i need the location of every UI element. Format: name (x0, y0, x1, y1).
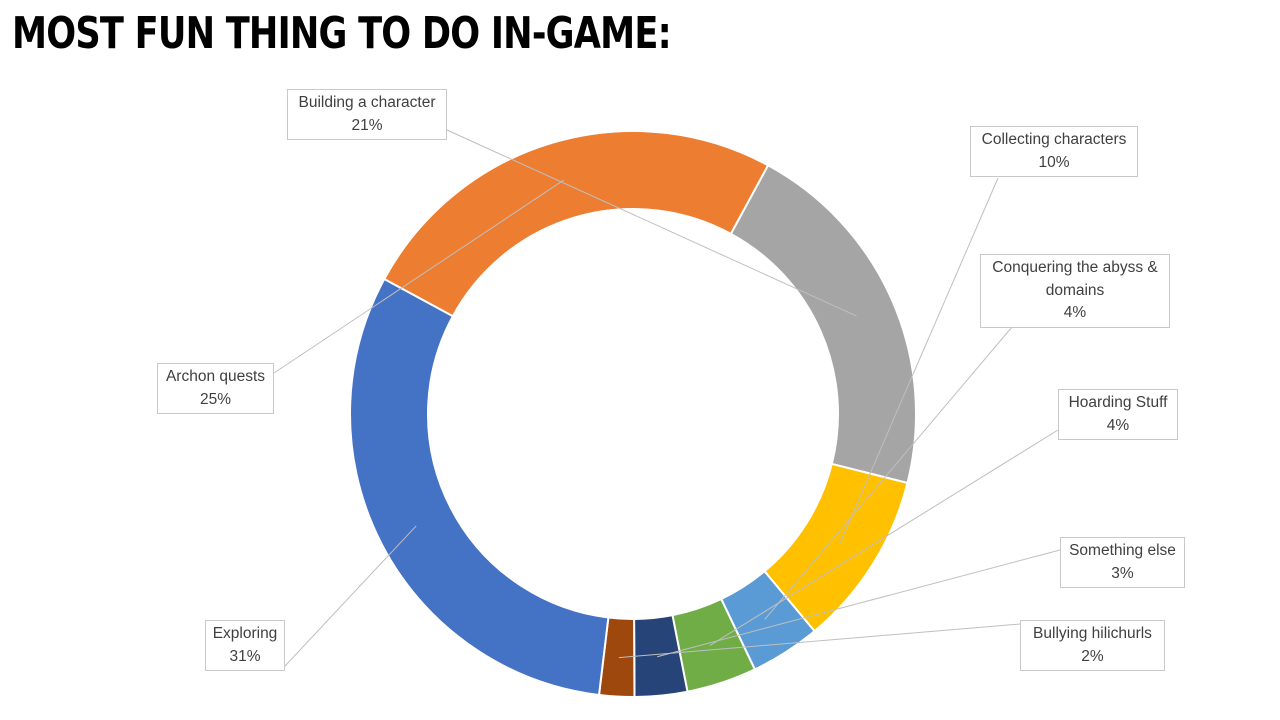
callout-building-a-character: Building a character 21% (287, 89, 447, 140)
data-label-value: 31% (229, 647, 261, 665)
leader-line (446, 129, 857, 317)
data-label-category: Something else (1069, 542, 1176, 559)
data-label-category: Exploring (212, 625, 278, 642)
leader-line (764, 326, 1013, 620)
data-label-category: Hoarding Stuff (1068, 394, 1168, 411)
data-label-value: 21% (351, 116, 383, 134)
callout-something-else: Something else 3% (1060, 537, 1185, 588)
leader-line (839, 177, 999, 544)
data-label-category: Collecting characters (981, 131, 1127, 148)
callout-collecting-characters: Collecting characters 10% (970, 126, 1138, 177)
data-label-category: Archon quests (165, 368, 266, 385)
slice-exploring (349, 277, 610, 697)
data-label-value: 4% (1063, 304, 1087, 321)
leader-line (709, 429, 1059, 647)
callout-conquering-the-abyss: Conquering the abyss & domains 4% (980, 254, 1170, 328)
callout-archon-quests: Archon quests 25% (157, 363, 274, 414)
data-label-category: Building a character (298, 94, 436, 111)
leader-line (284, 525, 417, 667)
data-label-value: 25% (199, 390, 232, 408)
data-label-category: Conquering the abyss & domains (992, 259, 1158, 299)
data-label-value: 3% (1111, 564, 1134, 582)
leader-line (273, 179, 564, 374)
callout-hoarding-stuff: Hoarding Stuff 4% (1058, 389, 1178, 440)
slice-building-a-character (729, 163, 917, 485)
leader-line (618, 623, 1021, 659)
callout-exploring: Exploring 31% (205, 620, 285, 671)
data-label-value: 2% (1081, 647, 1104, 665)
chart-title: MOST FUN THING TO DO IN-GAME: (12, 8, 672, 59)
slice-archon-quests (382, 130, 770, 318)
callout-bullying-hilichurls: Bullying hilichurls 2% (1020, 620, 1165, 671)
leader-line (657, 549, 1061, 658)
data-label-category: Bullying hilichurls (1033, 625, 1152, 642)
data-label-value: 10% (1038, 153, 1070, 171)
data-label-value: 4% (1106, 416, 1130, 434)
